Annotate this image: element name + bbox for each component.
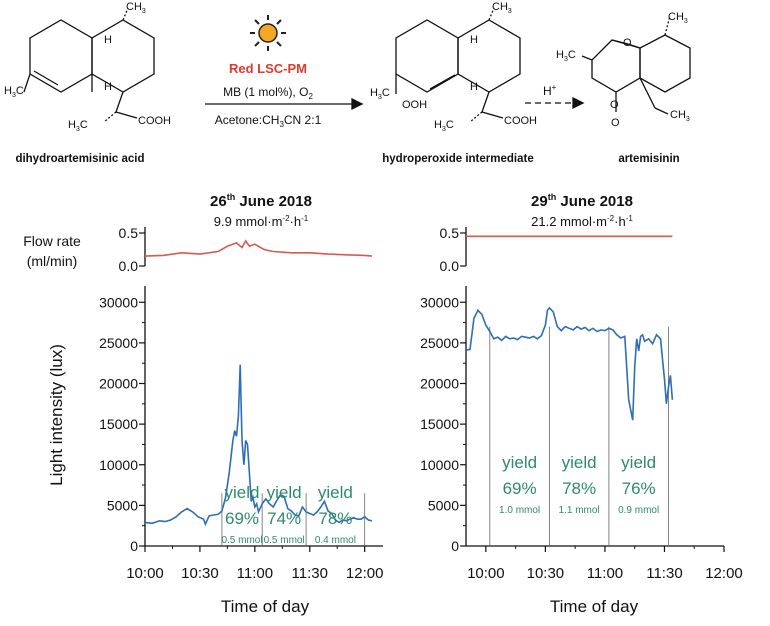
- yield-amount: 0.4 mmol: [315, 535, 356, 546]
- flow-tick-label: 0.0: [440, 258, 460, 274]
- scheme-text: Red LSC-PM MB (1 mol%), O2 Acetone:CH3CN…: [4, 1, 690, 165]
- yield-value: 69%: [225, 509, 259, 528]
- charts: 30000 25000 20000 15000 10000 5000 0 0.5 0.0 10:0…: [99, 225, 743, 582]
- y-tick-label: 20000: [420, 376, 459, 392]
- yield-label: yield: [318, 483, 353, 502]
- y-tick-label: 25000: [99, 335, 138, 351]
- compound-name: hydroperoxide intermediate: [382, 153, 533, 165]
- y-tick-label: 30000: [420, 294, 459, 310]
- chart-title: 29th June 2018: [531, 192, 633, 210]
- x-tick-label: 11:30: [646, 565, 682, 582]
- y-tick-label: 0: [451, 538, 459, 554]
- flow-tick-label: 0.5: [119, 225, 139, 241]
- yield-amount: 1.0 mmol: [499, 505, 540, 516]
- x-tick-label: 11:00: [587, 565, 623, 582]
- atom-label: H: [104, 81, 112, 93]
- acid-arrow-head: [572, 96, 585, 110]
- x-axis-label: Time of day: [221, 597, 310, 616]
- atom-label: O: [623, 37, 632, 49]
- structure-artemisinin: [581, 15, 691, 115]
- atom-label: OOH: [402, 99, 427, 111]
- atom-label: CH3: [670, 109, 690, 123]
- atom-label: H3C: [370, 87, 390, 101]
- atom-label: H3C: [556, 49, 576, 63]
- reaction-arrow-head: [351, 97, 364, 111]
- acid-label: H+: [543, 83, 557, 98]
- yield-amount: 0.5 mmol: [221, 535, 262, 546]
- y-tick-label: 30000: [99, 294, 138, 310]
- atom-label: O: [611, 117, 620, 129]
- yield-label: yield: [621, 453, 656, 472]
- x-tick-label: 10:00: [467, 565, 505, 582]
- flow-rate-line: [144, 239, 373, 257]
- compound-name: artemisinin: [618, 153, 679, 165]
- atom-label: H: [104, 34, 112, 46]
- atom-label: H3C: [434, 119, 454, 133]
- atom-label: O: [610, 99, 619, 111]
- structure-dihydroartemisinic-acid: [23, 7, 155, 123]
- atom-label: H: [470, 81, 478, 93]
- chart-panel-1: 30000 25000 20000 15000 10000 5000 0 0.5 0.0 10:0…: [99, 225, 383, 582]
- yield-value: 78%: [318, 509, 352, 528]
- yield-amount: 0.5 mmol: [264, 535, 305, 546]
- chart-panel-2: 30000 25000 20000 15000 10000 5000 0 0.5 0.0 10:0…: [420, 225, 743, 582]
- atom-label: CH3: [492, 1, 512, 15]
- chart-subtitle: 21.2 mmol·m-2·h-1: [531, 214, 633, 229]
- light-intensity-line: [144, 364, 373, 527]
- x-tick-label: 12:00: [705, 565, 743, 582]
- catalyst-label: Red LSC-PM: [229, 61, 307, 76]
- y-axis-label: Light intensity (lux): [47, 344, 66, 486]
- flow-rate-label: Flow rate (ml/min): [23, 233, 81, 269]
- x-tick-label: 12:00: [346, 565, 384, 582]
- y-tick-label: 15000: [420, 416, 459, 432]
- yield-value: 78%: [562, 479, 596, 498]
- yield-label: yield: [267, 483, 302, 502]
- chart-subtitle: 9.9 mmol·m-2·h-1: [214, 214, 309, 229]
- reaction-scheme: [23, 7, 691, 123]
- chart-title: 26th June 2018: [210, 192, 312, 210]
- x-tick-label: 10:30: [181, 565, 219, 582]
- y-tick-label: 10000: [420, 457, 459, 473]
- y-tick-label: 0: [130, 538, 138, 554]
- yield-value: 74%: [267, 509, 301, 528]
- y-tick-label: 10000: [99, 457, 138, 473]
- atom-label: CH3: [126, 1, 146, 15]
- solvent-label: Acetone:CH3CN 2:1: [215, 113, 322, 129]
- y-tick-label: 25000: [420, 335, 459, 351]
- structure-hydroperoxide-intermediate: [395, 7, 521, 123]
- light-intensity-line: [465, 306, 674, 421]
- atom-label: H3C: [4, 85, 24, 99]
- atom-label: COOH: [138, 115, 171, 127]
- x-tick-label: 11:30: [292, 565, 328, 582]
- x-tick-label: 10:30: [527, 565, 565, 582]
- atom-label: H: [470, 34, 478, 46]
- yield-label: yield: [502, 453, 537, 472]
- flow-label-line2: (ml/min): [27, 253, 78, 269]
- y-tick-label: 15000: [99, 416, 138, 432]
- compound-name: dihydroartemisinic acid: [15, 153, 144, 165]
- flow-tick-label: 0.0: [119, 258, 139, 274]
- atom-label: H3C: [68, 119, 88, 133]
- sun-icon: [250, 15, 286, 51]
- atom-label: COOH: [504, 115, 537, 127]
- yield-value: 76%: [622, 479, 656, 498]
- reagents-label: MB (1 mol%), O2: [223, 85, 313, 101]
- x-tick-label: 10:00: [126, 565, 164, 582]
- y-tick-label: 20000: [99, 376, 138, 392]
- yield-value: 69%: [503, 479, 537, 498]
- y-tick-label: 5000: [107, 497, 138, 513]
- yield-label: yield: [225, 483, 260, 502]
- yield-amount: 0.9 mmol: [618, 505, 659, 516]
- atom-label: CH3: [668, 11, 688, 25]
- x-axis-label: Time of day: [550, 597, 639, 616]
- flow-tick-label: 0.5: [440, 225, 460, 241]
- x-tick-label: 11:00: [237, 565, 273, 582]
- yield-amount: 1.1 mmol: [559, 505, 600, 516]
- yield-label: yield: [562, 453, 597, 472]
- y-tick-label: 5000: [428, 497, 459, 513]
- flow-label-line1: Flow rate: [23, 233, 81, 249]
